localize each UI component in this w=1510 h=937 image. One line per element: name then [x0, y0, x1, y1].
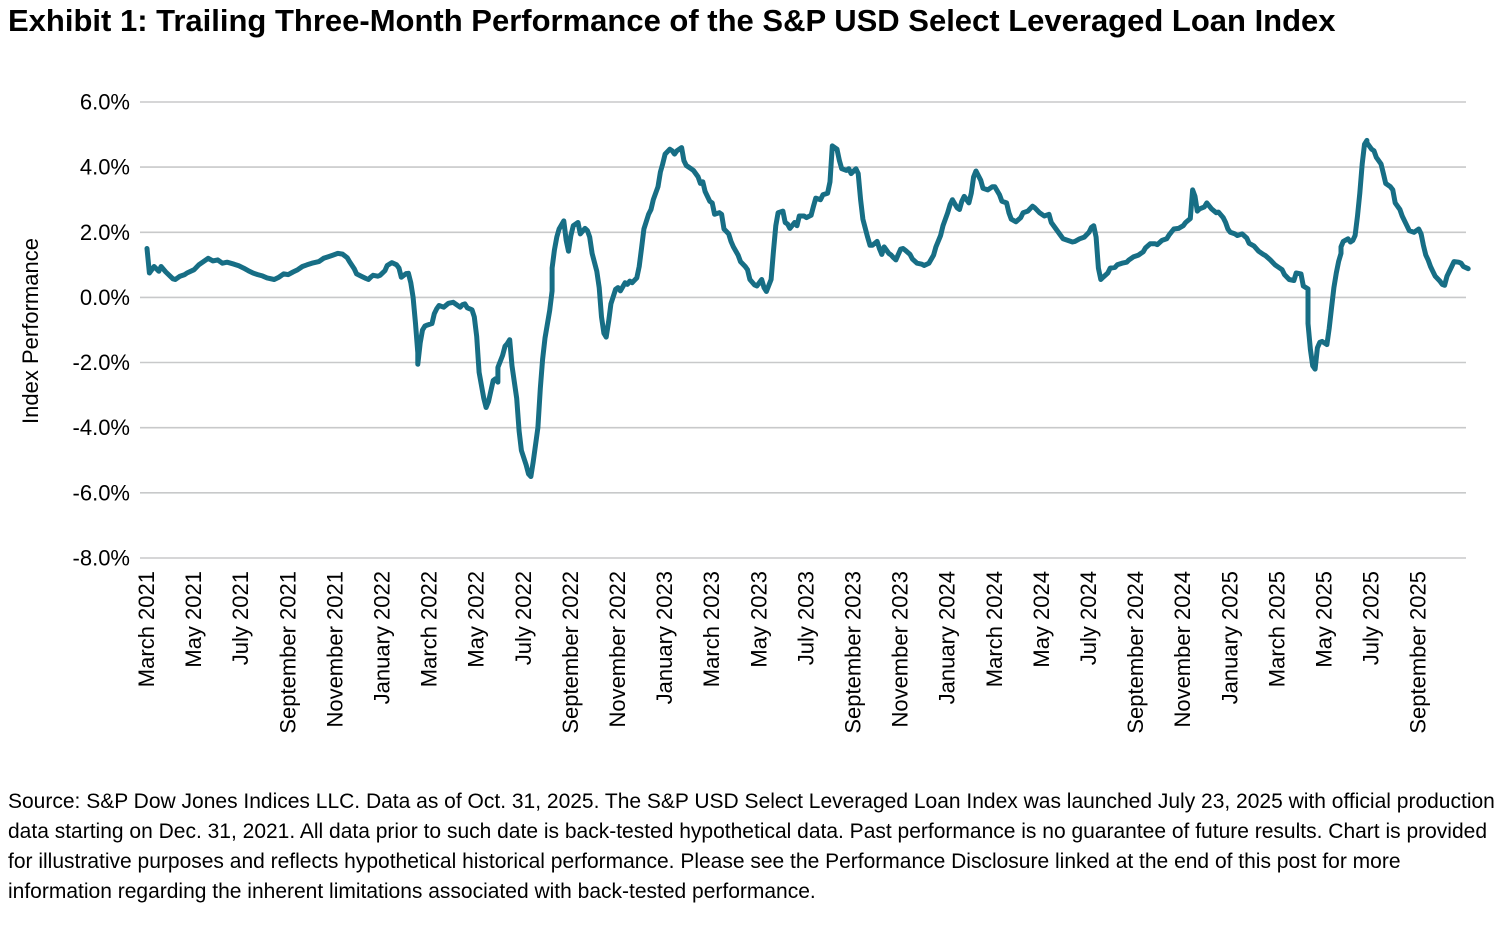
x-tick-label: July 2022 — [511, 571, 536, 665]
x-tick-label: January 2023 — [652, 571, 677, 704]
x-tick-label: November 2022 — [605, 571, 630, 728]
exhibit-title: Exhibit 1: Trailing Three-Month Performa… — [8, 3, 1336, 38]
x-tick-label: January 2024 — [935, 571, 960, 704]
x-tick-label: September 2025 — [1406, 571, 1431, 734]
x-tick-label: July 2021 — [228, 571, 253, 665]
x-tick-label: November 2024 — [1170, 571, 1195, 728]
x-tick-label: May 2021 — [181, 571, 206, 668]
y-tick-label: -2.0% — [73, 350, 130, 375]
index-performance-line — [144, 137, 1471, 479]
x-tick-label: March 2025 — [1264, 571, 1289, 687]
y-tick-label: -6.0% — [73, 480, 130, 505]
x-tick-label: November 2023 — [888, 571, 913, 728]
source-note: Source: S&P Dow Jones Indices LLC. Data … — [8, 790, 1495, 903]
x-tick-label: September 2022 — [558, 571, 583, 734]
x-tick-label: March 2021 — [134, 571, 159, 687]
x-tick-label: July 2024 — [1076, 571, 1101, 665]
x-axis-tick-labels: March 2021 May 2021 July 2021 September 202… — [134, 571, 1431, 734]
x-tick-label: September 2024 — [1123, 571, 1148, 734]
x-tick-label: March 2024 — [982, 571, 1007, 687]
x-tick-label: May 2024 — [1029, 571, 1054, 668]
x-tick-label: January 2025 — [1217, 571, 1242, 704]
y-tick-label: 2.0% — [80, 220, 130, 245]
x-tick-label: January 2022 — [370, 571, 395, 704]
x-tick-label: March 2023 — [699, 571, 724, 687]
y-tick-label: 0.0% — [80, 285, 130, 310]
gridlines — [140, 101, 1466, 559]
y-tick-label: -8.0% — [73, 546, 130, 571]
y-tick-label: 4.0% — [80, 155, 130, 180]
x-tick-label: July 2023 — [793, 571, 818, 665]
x-tick-label: September 2023 — [841, 571, 866, 734]
x-tick-label: September 2021 — [275, 571, 300, 734]
x-tick-label: May 2023 — [746, 571, 771, 668]
y-tick-label: 6.0% — [80, 90, 130, 115]
x-tick-label: May 2022 — [464, 571, 489, 668]
x-tick-label: May 2025 — [1312, 571, 1337, 668]
x-tick-label: July 2025 — [1359, 571, 1384, 665]
y-axis-title: Index Performance — [18, 238, 43, 424]
y-axis-tick-labels: 6.0% 4.0% 2.0% 0.0% -2.0% -4.0% -6.0% -8.0% — [73, 90, 130, 571]
x-tick-label: March 2022 — [417, 571, 442, 687]
x-tick-label: November 2021 — [322, 571, 347, 728]
y-tick-label: -4.0% — [73, 415, 130, 440]
